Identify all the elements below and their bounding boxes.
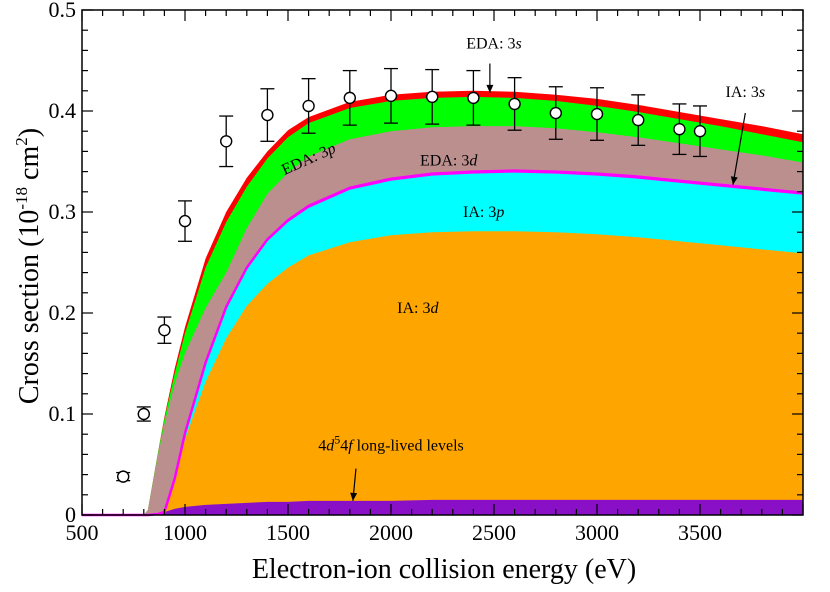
x-axis-title: Electron-ion collision energy (eV) bbox=[252, 554, 636, 585]
x-tick-label: 2000 bbox=[369, 520, 413, 545]
annotation-ia-3s: IA: 3s bbox=[726, 84, 766, 101]
x-tick-label: 500 bbox=[66, 520, 99, 545]
y-tick-label: 0.4 bbox=[49, 98, 77, 123]
data-point bbox=[548, 86, 563, 140]
x-tick-label: 1500 bbox=[266, 520, 310, 545]
data-point bbox=[384, 67, 398, 124]
annotation-ia-3p: IA: 3p bbox=[463, 204, 504, 221]
data-point bbox=[507, 77, 522, 131]
stacked-areas bbox=[82, 90, 804, 517]
annotation-eda-3d: EDA: 3d bbox=[420, 153, 478, 170]
y-tick-label: 0.3 bbox=[49, 199, 77, 224]
y-tick-label: 0 bbox=[65, 502, 76, 527]
data-point bbox=[136, 406, 151, 422]
annotation-eda-3s: EDA: 3s bbox=[466, 35, 522, 52]
y-axis-title-exp1: -18 bbox=[12, 187, 31, 210]
y-axis-title-mid: cm bbox=[14, 146, 45, 187]
x-tick-label: 2500 bbox=[472, 520, 516, 545]
data-point bbox=[219, 115, 234, 168]
y-tick-label: 0.2 bbox=[49, 300, 77, 325]
x-tick-label: 3500 bbox=[678, 520, 722, 545]
data-point bbox=[342, 69, 357, 126]
data-point bbox=[425, 68, 440, 125]
axis-ticks: 500 1000 1500 2000 2500 3000 3500 0 0.1 0.2 0.3 0.4… bbox=[49, 0, 804, 545]
area-ia-3d bbox=[82, 231, 803, 515]
plot-frame bbox=[81, 9, 804, 516]
annotation-ia-3d: IA: 3d bbox=[397, 300, 439, 317]
annotation-long-lived-levels: 4d54f long-lived levels bbox=[318, 432, 464, 454]
area-4d54f-long-lived-levels bbox=[82, 499, 803, 515]
arrow-eda-3s bbox=[486, 63, 494, 93]
data-point bbox=[116, 470, 131, 483]
y-tick-label: 0.1 bbox=[49, 401, 77, 426]
plot-border bbox=[81, 9, 804, 516]
x-tick-label: 3000 bbox=[575, 520, 619, 545]
data-point bbox=[178, 200, 192, 242]
y-axis-title-exp2: 2 bbox=[12, 137, 31, 146]
data-point bbox=[260, 88, 275, 142]
arrow-ia-3s bbox=[730, 112, 746, 185]
data-point bbox=[157, 316, 172, 344]
data-point bbox=[590, 87, 604, 141]
data-point bbox=[466, 69, 481, 126]
y-axis-title-base: Cross section (10 bbox=[14, 210, 45, 404]
data-point bbox=[631, 94, 646, 146]
experimental-points bbox=[116, 67, 707, 483]
y-axis-title: Cross section (10-18 cm2) bbox=[12, 128, 45, 404]
data-point bbox=[672, 103, 687, 156]
x-tick-label: 1000 bbox=[163, 520, 207, 545]
y-tick-label: 0.5 bbox=[49, 0, 77, 22]
arrow-long-lived bbox=[350, 468, 358, 501]
data-point bbox=[693, 105, 707, 158]
y-axis-title-end: ) bbox=[14, 128, 45, 137]
data-point bbox=[301, 78, 316, 134]
